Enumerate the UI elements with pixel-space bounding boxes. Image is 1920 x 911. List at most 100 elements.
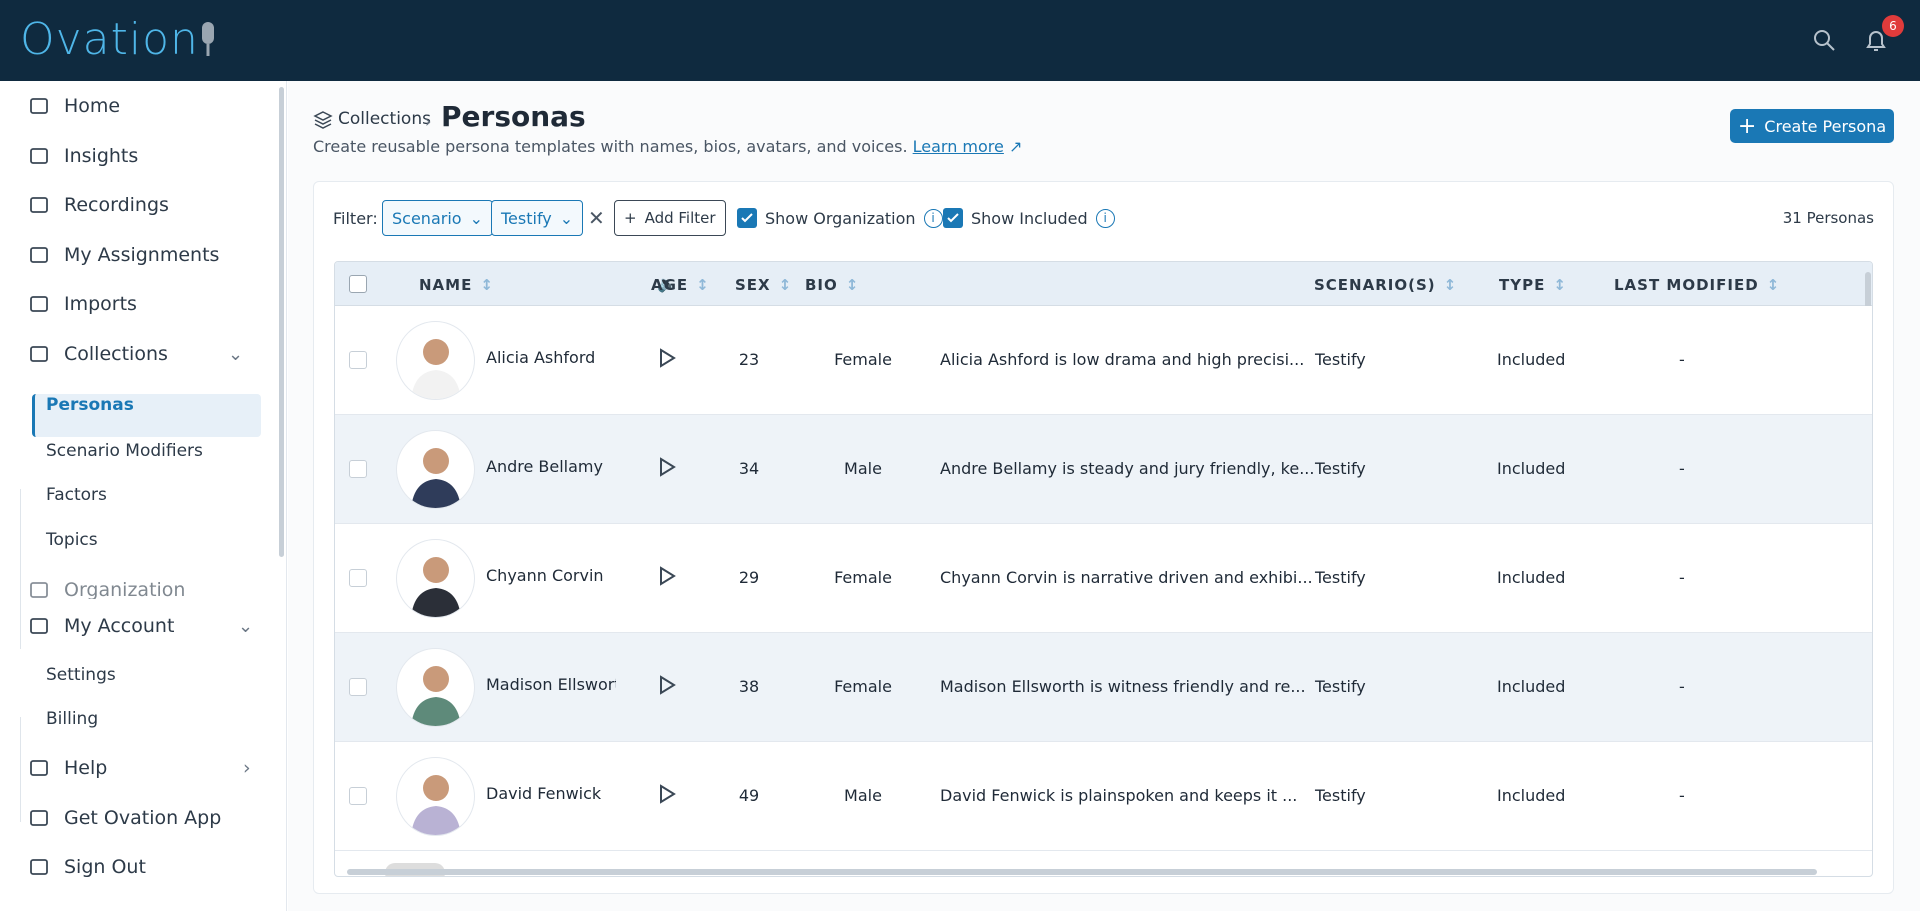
row-checkbox[interactable]: [349, 787, 367, 805]
row-checkbox[interactable]: [349, 351, 367, 369]
subtitle-text: Create reusable persona templates with n…: [313, 137, 908, 156]
column-header[interactable]: BIO ↕: [805, 276, 859, 294]
logo[interactable]: Ovation: [20, 14, 199, 65]
header-checkbox[interactable]: [349, 275, 367, 293]
show-organization[interactable]: Show Organization i: [737, 208, 943, 228]
avatar: [396, 757, 475, 836]
nav-item[interactable]: My Assignments: [28, 244, 219, 266]
nav-item[interactable]: Organization: [28, 581, 185, 599]
persona-name: Andre Bellamy: [486, 457, 603, 476]
play-button[interactable]: [657, 673, 677, 701]
add-filter[interactable]: + Add Filter: [614, 200, 726, 236]
nav-item[interactable]: Insights: [28, 145, 138, 167]
breadcrumb[interactable]: Collections: [338, 109, 431, 129]
row-checkbox[interactable]: [349, 678, 367, 696]
sort-icon[interactable]: ↕: [845, 276, 860, 294]
last-modified: -: [1679, 459, 1685, 478]
sort-icon[interactable]: ↕: [1553, 276, 1567, 294]
icon: [30, 346, 48, 362]
nav-subitem[interactable]: Topics: [46, 530, 98, 550]
chevron: ›: [243, 757, 251, 779]
row-checkbox[interactable]: [349, 569, 367, 587]
plus-icon: +: [1737, 113, 1757, 139]
sort-icon[interactable]: ↕: [696, 276, 710, 294]
scenario: Testify: [1315, 677, 1366, 696]
learn-more[interactable]: Learn more: [912, 137, 1004, 156]
table-header: [335, 262, 1872, 306]
row-checkbox[interactable]: [349, 460, 367, 478]
sort-icon[interactable]: ↕: [1443, 276, 1458, 294]
info-icon[interactable]: i: [923, 208, 943, 228]
nav-label: Insights: [64, 145, 139, 167]
voice-icon: 🔈: [657, 274, 677, 293]
table-row[interactable]: Andre Bellamy 34 Male Andre Bellamy is stea…: [335, 415, 1872, 524]
scenario: Testify: [1315, 459, 1366, 478]
bio: David Fenwick is plainspoken and keeps i…: [940, 786, 1298, 805]
notification-badge: 6: [1882, 15, 1904, 37]
column-header[interactable]: NAME ↕: [419, 276, 494, 294]
column-header[interactable]: AGE ↕: [651, 276, 710, 294]
table-row[interactable]: David Fenwick 49 Male David Fenwick is plai…: [335, 742, 1872, 851]
column-title: BIO: [805, 276, 838, 294]
table-row[interactable]: Alicia Ashford 23 Female Alicia Ashford is …: [335, 306, 1872, 415]
nav-item[interactable]: Sign Out: [28, 856, 146, 878]
nav-label: My Account: [64, 615, 175, 637]
column-header[interactable]: TYPE ↕: [1499, 276, 1567, 294]
play-button[interactable]: [657, 782, 677, 810]
nav-subitem[interactable]: Factors: [46, 485, 107, 505]
nav-item[interactable]: Recordings: [28, 194, 169, 216]
filter-chip[interactable]: Scenario ⌄: [382, 200, 493, 236]
play-button[interactable]: [657, 564, 677, 592]
nav-subitem[interactable]: Scenario Modifiers: [46, 441, 203, 461]
play-button[interactable]: [657, 455, 677, 483]
nav-subitem[interactable]: Personas: [46, 395, 134, 415]
add-filter-text: Add Filter: [644, 209, 716, 227]
nav-item[interactable]: Imports: [28, 293, 137, 315]
bell-icon[interactable]: [1864, 28, 1888, 54]
sex: Female: [834, 350, 892, 369]
nav-item[interactable]: Collections ⌄: [28, 343, 243, 365]
sort-icon[interactable]: ↕: [1766, 276, 1781, 294]
sort-icon[interactable]: ↕: [778, 276, 793, 294]
info-icon[interactable]: i: [1095, 208, 1115, 228]
nav-subitem[interactable]: Settings: [46, 665, 116, 685]
clear-filter[interactable]: ✕: [588, 206, 605, 230]
mic-icon: [202, 22, 214, 56]
subtitle: Create reusable persona templates with n…: [313, 137, 1022, 156]
icon: [30, 148, 48, 164]
nav-subitem[interactable]: Billing: [46, 709, 99, 729]
age: 29: [738, 568, 760, 587]
nav-label: Organization: [64, 581, 186, 599]
search-icon[interactable]: [1812, 28, 1836, 52]
nav-item[interactable]: Get Ovation App: [28, 807, 221, 829]
show-included[interactable]: Show Included i: [943, 208, 1115, 228]
nav-item[interactable]: Help ›: [28, 757, 251, 779]
nav-item[interactable]: Home: [28, 95, 120, 117]
column-header[interactable]: LAST MODIFIED ↕: [1614, 276, 1780, 294]
table-row[interactable]: Chyann Corvin 29 Female Chyann Corvin is na…: [335, 524, 1872, 633]
checkbox[interactable]: [943, 208, 963, 228]
external-icon: ↗: [1008, 137, 1023, 156]
nav-label: Collections: [64, 343, 168, 365]
column-header[interactable]: SEX ↕: [735, 276, 792, 294]
icon: [30, 859, 48, 875]
active-item-bg: [32, 394, 261, 437]
sex: Female: [834, 568, 892, 587]
top-bar: Ovation 6: [0, 0, 1920, 81]
nav-label: My Assignments: [64, 244, 220, 266]
nav-item[interactable]: My Account ⌄: [28, 615, 253, 637]
table-row[interactable]: Madison Ellsworth 38 Female Madison Ellswor…: [335, 633, 1872, 742]
type: Included: [1497, 568, 1566, 587]
sort-icon[interactable]: ↕: [480, 276, 494, 294]
type: Included: [1497, 786, 1566, 805]
play-button[interactable]: [657, 346, 677, 374]
bio: Alicia Ashford is low drama and high pre…: [940, 350, 1305, 369]
column-header[interactable]: SCENARIO(S) ↕: [1314, 276, 1457, 294]
checkbox[interactable]: [737, 208, 757, 228]
filter-chip[interactable]: Testify ⌄: [491, 200, 584, 236]
create-button[interactable]: + Create Persona: [1730, 109, 1894, 143]
filter-label: Filter:: [333, 209, 378, 228]
scenario: Testify: [1315, 568, 1366, 587]
label: Show Included: [971, 208, 1088, 228]
